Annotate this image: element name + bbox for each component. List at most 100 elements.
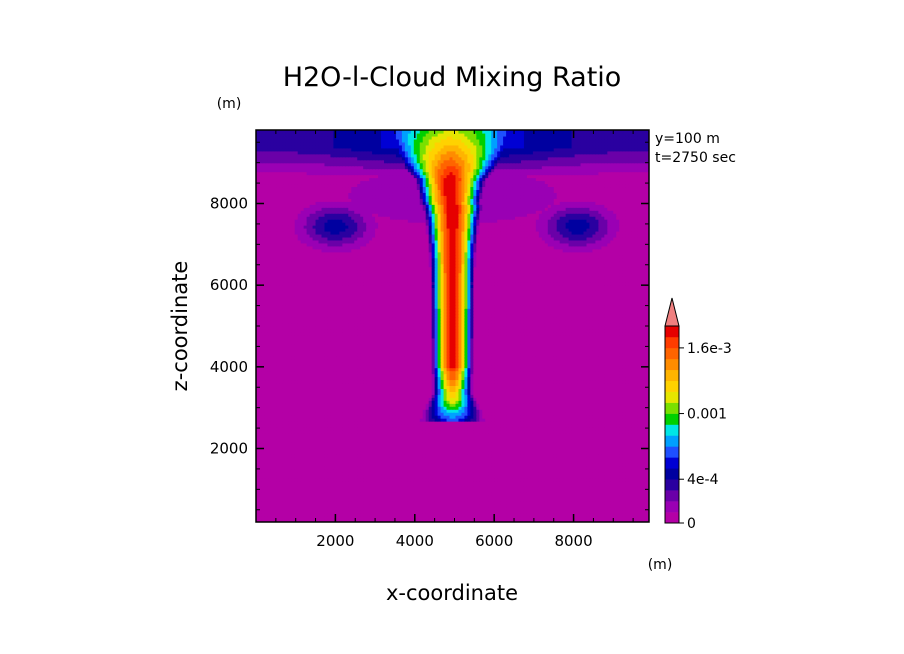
field-cell: [607, 489, 611, 493]
field-cell: [550, 415, 555, 419]
field-cell: [464, 513, 468, 517]
field-cell: [631, 489, 635, 493]
field-cell: [267, 477, 272, 482]
field-cell: [509, 456, 513, 461]
field-cell: [476, 412, 480, 416]
field-cell: [515, 486, 519, 490]
field-cell: [634, 435, 638, 440]
field-cell: [631, 435, 635, 440]
field-cell: [577, 507, 582, 511]
field-cell: [264, 421, 269, 425]
field-cell: [419, 412, 424, 416]
field-cell: [500, 480, 504, 484]
field-cell: [395, 486, 400, 490]
field-cell: [464, 501, 468, 505]
field-cell: [494, 447, 498, 452]
field-cell: [401, 519, 406, 522]
field-cell: [556, 501, 561, 505]
field-cell: [601, 441, 605, 446]
field-cell: [440, 507, 445, 511]
field-cell: [416, 501, 421, 505]
field-cell: [339, 501, 343, 505]
field-cell: [291, 516, 296, 520]
field-cell: [381, 480, 385, 484]
field-cell: [410, 459, 415, 464]
field-cell: [318, 498, 323, 502]
field-cell: [580, 453, 585, 458]
field-cell: [378, 435, 382, 440]
field-cell: [556, 477, 561, 482]
field-cell: [646, 480, 649, 484]
field-cell: [327, 471, 332, 476]
field-cell: [523, 477, 528, 482]
field-cell: [538, 412, 543, 416]
field-cell: [467, 426, 471, 431]
field-cell: [389, 418, 394, 422]
field-cell: [494, 465, 498, 470]
field-cell: [369, 441, 373, 446]
field-cell: [437, 412, 442, 416]
field-cell: [389, 504, 394, 508]
field-cell: [318, 480, 323, 484]
field-cell: [306, 492, 311, 496]
field-cell: [518, 441, 522, 446]
field-cell: [485, 424, 489, 428]
field-cell: [270, 432, 275, 437]
field-cell: [523, 513, 528, 517]
field-cell: [500, 465, 504, 470]
field-cell: [354, 513, 358, 517]
field-cell: [288, 429, 293, 434]
field-cell: [613, 444, 617, 449]
field-cell: [643, 438, 647, 443]
field-cell: [553, 447, 558, 452]
field-cell: [270, 483, 275, 487]
field-cell: [378, 421, 382, 425]
field-cell: [440, 513, 445, 517]
field-cell: [273, 421, 278, 425]
field-cell: [389, 429, 394, 434]
field-cell: [523, 438, 528, 443]
field-cell: [422, 421, 427, 425]
field-cell: [318, 465, 323, 470]
field-cell: [389, 495, 394, 499]
field-cell: [330, 424, 335, 428]
field-cell: [518, 447, 522, 452]
field-cell: [395, 495, 400, 499]
field-cell: [407, 438, 412, 443]
field-cell: [369, 444, 373, 449]
field-cell: [318, 474, 323, 479]
field-cell: [452, 501, 457, 505]
field-cell: [491, 459, 495, 464]
field-cell: [440, 519, 445, 522]
field-cell: [538, 432, 543, 437]
field-cell: [634, 462, 638, 467]
field-cell: [494, 504, 498, 508]
field-cell: [494, 510, 498, 514]
field-cell: [526, 409, 531, 413]
field-cell: [428, 418, 433, 422]
field-cell: [306, 516, 311, 520]
field-cell: [336, 507, 340, 511]
field-cell: [643, 418, 647, 422]
field-cell: [526, 507, 531, 511]
field-cell: [646, 486, 649, 490]
field-cell: [529, 480, 534, 484]
field-cell: [541, 412, 546, 416]
field-cell: [306, 483, 311, 487]
field-cell: [270, 462, 275, 467]
field-cell: [461, 418, 466, 422]
field-cell: [467, 492, 471, 496]
field-cell: [443, 495, 448, 499]
field-cell: [366, 438, 370, 443]
field-cell: [640, 483, 644, 487]
field-cell: [470, 409, 474, 413]
field-cell: [506, 483, 510, 487]
field-cell: [297, 498, 302, 502]
field-cell: [500, 519, 504, 522]
field-cell: [428, 409, 433, 413]
field-cell: [485, 486, 489, 490]
field-cell: [568, 468, 573, 473]
field-cell: [583, 453, 588, 458]
field-cell: [544, 516, 549, 520]
field-cell: [610, 513, 614, 517]
